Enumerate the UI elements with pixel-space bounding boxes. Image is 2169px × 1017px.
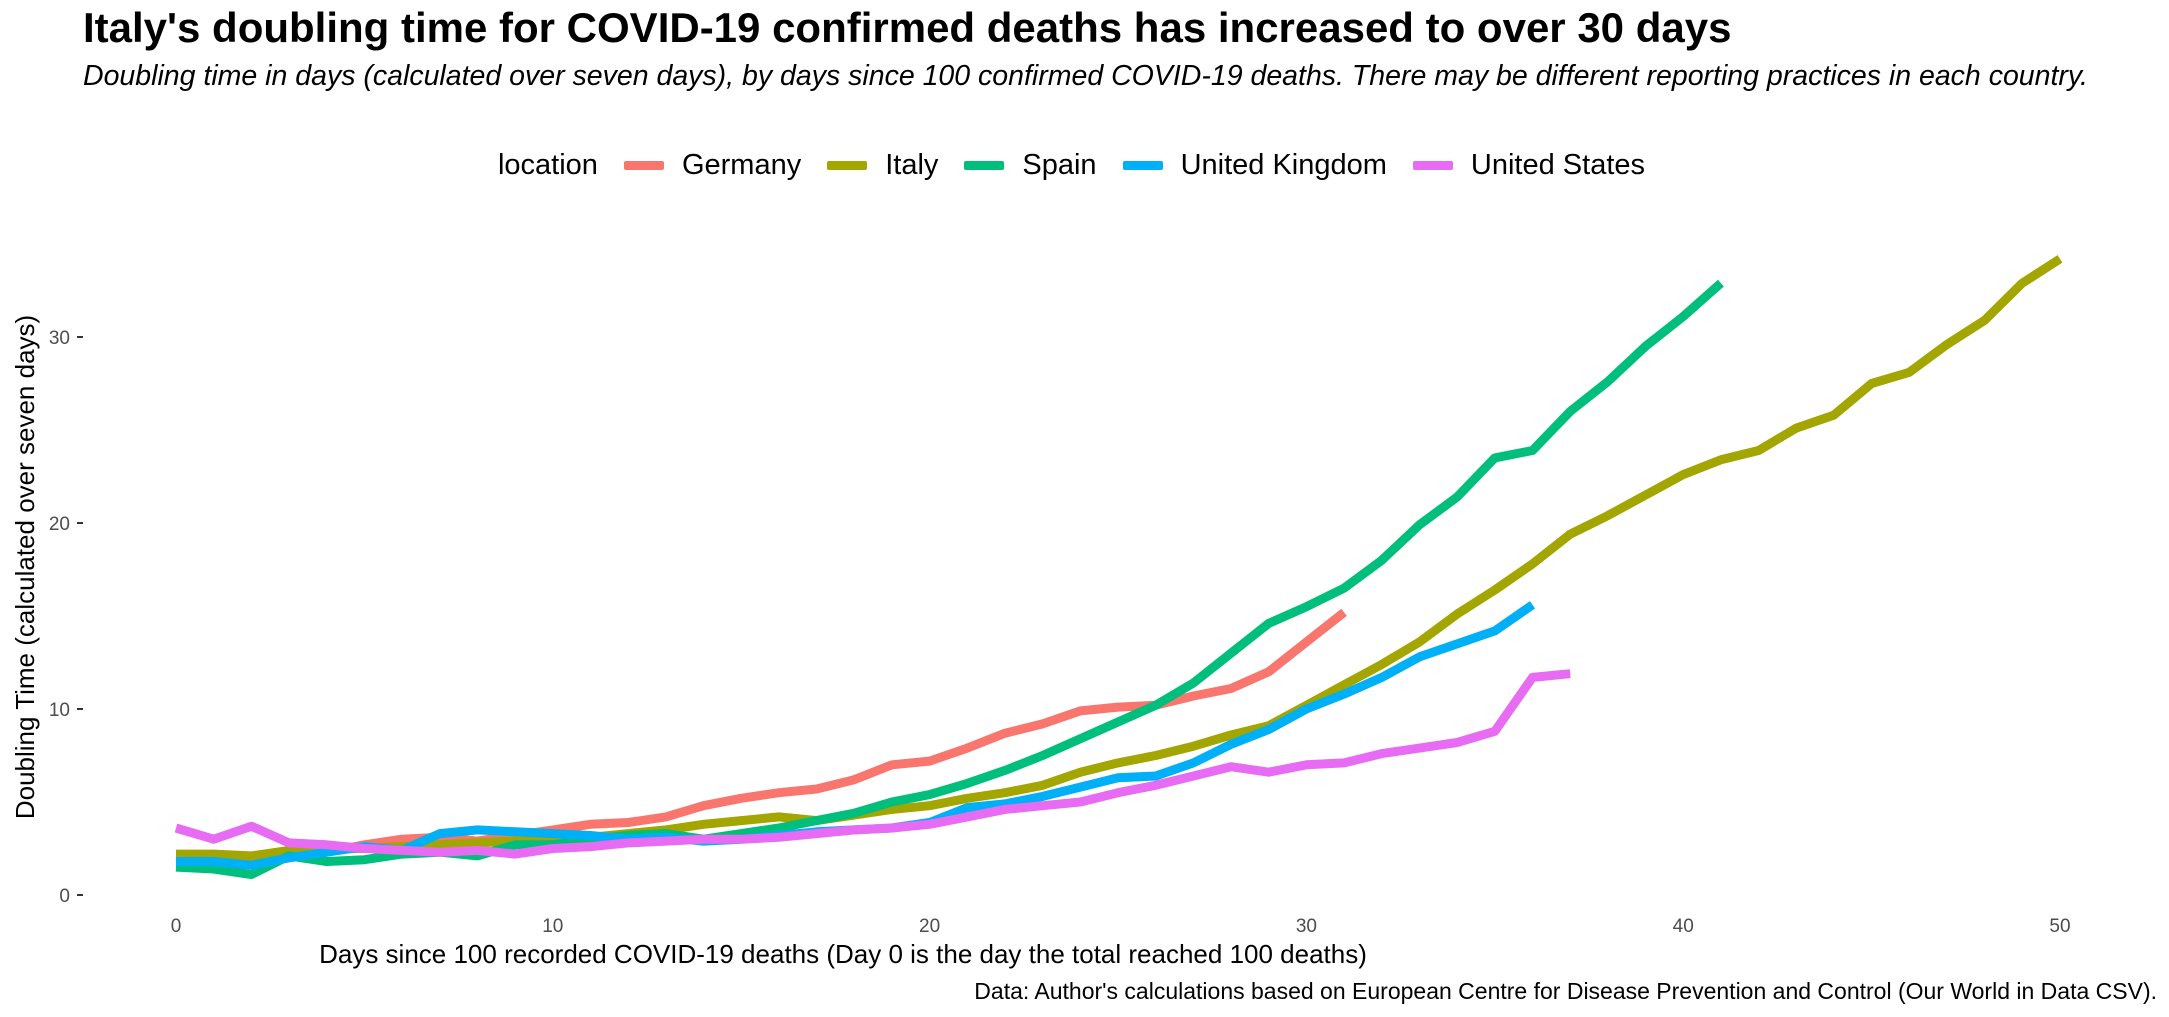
series-layer — [174, 255, 2063, 879]
y-tick-label: 20 — [49, 514, 70, 535]
y-tick-label: 10 — [49, 700, 70, 721]
chart-title: Italy's doubling time for COVID-19 confi… — [83, 4, 1732, 51]
legend-label-united-kingdom: United Kingdom — [1180, 148, 1387, 181]
legend-key-united-kingdom — [1122, 160, 1163, 170]
series-line-spain — [175, 279, 1724, 879]
legend-item-italy: Italy — [827, 149, 938, 182]
chart-caption: Data: Author's calculations based on Eur… — [974, 978, 2157, 1004]
legend-item-spain: Spain — [964, 148, 1097, 182]
legend-label-germany: Germany — [681, 148, 802, 181]
legend-item-united-kingdom: United Kingdom — [1122, 148, 1387, 182]
axis-layer: 0 10 20 30 0 10 20 30 40 50 — [49, 328, 2071, 937]
y-tick-label: 0 — [59, 886, 70, 907]
x-tick-label: 50 — [2049, 916, 2070, 937]
chart-subtitle: Doubling time in days (calculated over s… — [83, 60, 2088, 92]
legend-item-united-states: United States — [1412, 148, 1646, 182]
legend-key-germany — [623, 160, 664, 170]
legend-item-germany: Germany — [623, 148, 802, 182]
legend-key-united-states — [1412, 160, 1453, 170]
x-axis-title: Days since 100 recorded COVID-19 deaths … — [319, 939, 1367, 969]
legend-key-spain — [964, 160, 1005, 170]
legend-title: location — [497, 148, 598, 181]
y-axis-title: Doubling Time (calculated over seven day… — [10, 315, 40, 819]
x-tick-label: 40 — [1673, 916, 1694, 937]
legend-label-spain: Spain — [1022, 148, 1097, 181]
legend-label-italy: Italy — [885, 148, 939, 181]
x-tick-label: 10 — [542, 916, 563, 937]
series-line-germany — [175, 608, 1347, 868]
series-line-united-states — [174, 669, 1571, 859]
y-tick-label: 30 — [49, 328, 70, 349]
chart-legend: location Germany Italy Spain United King… — [0, 145, 2169, 185]
legend-label-united-states: United States — [1470, 148, 1646, 181]
x-tick-label: 0 — [171, 916, 182, 937]
series-line-italy — [176, 255, 2063, 861]
x-tick-label: 20 — [919, 916, 940, 937]
legend-key-italy — [827, 160, 868, 170]
x-tick-label: 30 — [1296, 916, 1317, 937]
